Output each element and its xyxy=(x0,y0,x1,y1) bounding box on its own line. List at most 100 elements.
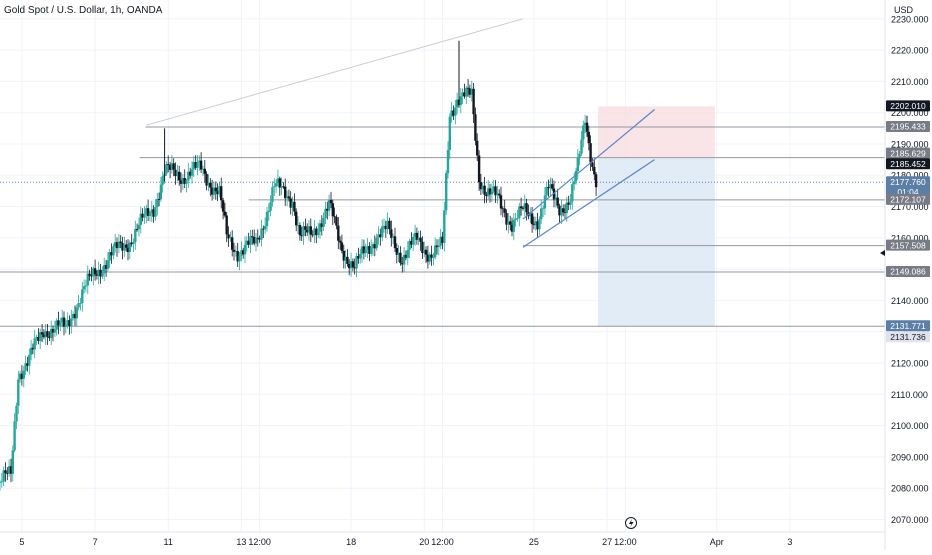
candle-body xyxy=(302,226,305,237)
price-tag-label: 2185.452 xyxy=(890,159,926,169)
candle-body xyxy=(295,211,298,226)
candle-body xyxy=(152,209,155,217)
candle-body xyxy=(234,251,238,252)
candle-body xyxy=(563,212,567,214)
channel-lower-line xyxy=(522,159,655,248)
candle-body xyxy=(494,186,497,196)
candle-body xyxy=(42,334,46,338)
price-tag-label: 2185.629 xyxy=(890,148,926,158)
candle-body xyxy=(134,229,137,243)
candle-body xyxy=(168,165,172,170)
candle-body xyxy=(28,354,31,366)
candle-body xyxy=(571,184,574,202)
candle-body xyxy=(340,242,344,251)
candle-body xyxy=(90,275,93,277)
candle-body xyxy=(393,236,397,248)
candle-body xyxy=(324,208,327,219)
candle-body xyxy=(503,208,506,213)
candle-body xyxy=(337,225,340,241)
candle-body xyxy=(304,226,307,230)
candle-body xyxy=(179,180,183,184)
candle-body xyxy=(225,215,228,235)
price-tag: 2185.629 xyxy=(886,147,930,159)
price-tag: 2195.433 xyxy=(886,121,930,132)
candle-body xyxy=(170,163,174,170)
candle-body xyxy=(318,223,322,232)
candle-body xyxy=(419,237,422,242)
candle-body xyxy=(521,208,525,209)
candle-body xyxy=(346,256,349,264)
x-tick-label: 12:00 xyxy=(614,537,637,547)
candle-body xyxy=(487,188,490,197)
price-tag-label: 2131.771 xyxy=(890,321,926,331)
candle-body xyxy=(39,332,42,341)
x-tick-label: 12:00 xyxy=(431,537,454,547)
candle-body xyxy=(243,244,247,255)
candle-body xyxy=(117,241,121,248)
candle-body xyxy=(507,221,510,225)
candle-body xyxy=(402,254,406,265)
price-tag-label: 2177.760 xyxy=(890,177,926,187)
candle-body xyxy=(406,249,409,258)
candle-body xyxy=(20,373,24,379)
candle-body xyxy=(146,208,150,216)
candle-body xyxy=(366,246,369,250)
candle-body xyxy=(57,320,60,326)
price-tag: 2157.508 xyxy=(886,239,930,251)
candle-body xyxy=(399,252,402,264)
candle-body xyxy=(338,240,342,243)
candle-body xyxy=(161,176,164,185)
candle-body xyxy=(194,162,197,168)
candle-body xyxy=(430,254,433,258)
candle-body xyxy=(157,199,161,200)
candle-body xyxy=(209,182,212,188)
candle-body xyxy=(145,208,148,215)
price-tag: 2172.107 xyxy=(886,193,930,205)
x-tick-label: 27 xyxy=(602,537,612,547)
currency-label[interactable]: USD xyxy=(894,5,914,15)
candle-body xyxy=(119,241,122,244)
candle-body xyxy=(388,220,391,230)
candle-body xyxy=(154,207,157,217)
candle-body xyxy=(534,221,537,226)
candle-body xyxy=(492,186,495,192)
y-tick-label: 2190.000 xyxy=(891,140,929,150)
candle-body xyxy=(88,273,91,276)
x-tick-label: 13 xyxy=(236,537,246,547)
candle-body xyxy=(446,150,450,174)
price-tag-label: 2202.010 xyxy=(890,101,926,111)
x-tick-label: 3 xyxy=(787,537,792,547)
candle-body xyxy=(441,236,444,243)
candles xyxy=(0,40,598,491)
candle-body xyxy=(463,92,466,97)
candle-body xyxy=(115,242,119,249)
x-tick-label: 20 xyxy=(419,537,429,547)
candle-body xyxy=(240,250,243,256)
countdown-label: 01:04 xyxy=(897,187,919,197)
candle-body xyxy=(501,208,504,210)
candle-body xyxy=(496,193,499,196)
y-tick-label: 2080.000 xyxy=(891,484,929,494)
x-tick-label: 7 xyxy=(93,537,98,547)
candle-body xyxy=(532,224,536,226)
price-marker xyxy=(880,250,885,256)
candle-body xyxy=(481,185,484,190)
candle-body xyxy=(549,184,552,189)
y-tick-label: 2180.000 xyxy=(891,171,929,181)
candle-body xyxy=(468,88,472,95)
candle-body xyxy=(207,182,210,186)
candle-body xyxy=(245,240,248,245)
candle-body xyxy=(75,307,78,319)
candle-body xyxy=(274,183,278,187)
candle-body xyxy=(73,314,77,319)
candle-body xyxy=(315,228,318,236)
candle-body xyxy=(121,243,124,251)
candle-body xyxy=(35,337,38,339)
candle-body xyxy=(335,216,338,226)
candle-body xyxy=(104,265,108,269)
candle-body xyxy=(384,225,387,230)
candle-body xyxy=(196,162,199,168)
candle-body xyxy=(236,251,239,262)
